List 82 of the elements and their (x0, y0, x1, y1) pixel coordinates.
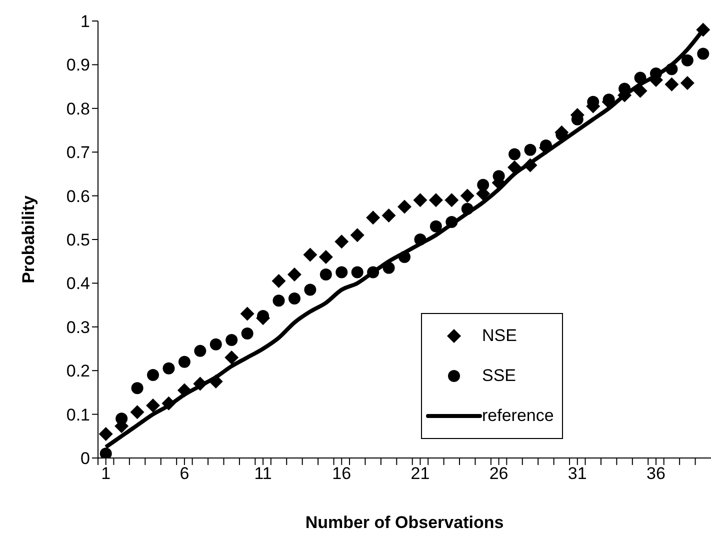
point (224, 350, 239, 364)
y-tick-label: 0.4 (66, 274, 90, 294)
x-axis-title: Number of Observations (305, 513, 504, 532)
x-tick-label: 6 (180, 464, 190, 484)
point (320, 268, 332, 280)
point (210, 338, 222, 350)
y-tick-label: 0.6 (66, 186, 90, 206)
point (116, 412, 128, 425)
point (288, 292, 300, 304)
y-axis-title: Probability (19, 195, 38, 284)
point (414, 234, 426, 246)
y-tick-label: 0.3 (66, 318, 90, 337)
y-tick-label: 0.5 (66, 230, 90, 250)
point (460, 188, 474, 203)
x-tick-label: 11 (254, 464, 272, 484)
point (100, 448, 112, 458)
point (178, 356, 190, 368)
point (162, 362, 175, 374)
point (398, 200, 412, 214)
point (681, 54, 694, 66)
y-tick-label: 1 (80, 12, 90, 32)
point (303, 248, 318, 262)
point (444, 193, 459, 208)
y-tick-label: 0.2 (66, 362, 90, 381)
point (287, 267, 302, 282)
point (697, 48, 710, 60)
point (413, 193, 428, 208)
point (696, 22, 710, 37)
point (193, 376, 208, 391)
x-tick-label: 21 (410, 464, 430, 484)
point (334, 234, 349, 249)
point (666, 63, 678, 76)
y-tick-label: 0.1 (66, 405, 90, 424)
point (382, 262, 395, 274)
point (508, 160, 522, 174)
point (382, 208, 396, 222)
x-tick-label: 36 (646, 464, 666, 484)
point (240, 306, 254, 321)
point (241, 327, 254, 340)
point (634, 72, 646, 84)
legend-label: reference (482, 406, 554, 426)
point (680, 76, 694, 90)
point (398, 250, 410, 263)
legend-label: NSE (482, 326, 517, 346)
point (633, 84, 648, 98)
point (336, 266, 348, 278)
point (194, 344, 206, 357)
point (524, 144, 536, 156)
point (146, 398, 160, 413)
legend-label: SSE (482, 366, 516, 386)
point (318, 250, 333, 264)
y-tick-label: 0.8 (66, 99, 90, 118)
x-tick-label: 1 (101, 464, 111, 484)
point (508, 148, 521, 160)
x-tick-label: 31 (568, 464, 587, 484)
point (272, 274, 286, 288)
point (304, 284, 316, 296)
point (272, 294, 285, 307)
point (130, 405, 144, 420)
point (98, 426, 113, 441)
point (428, 193, 443, 208)
point (351, 266, 364, 278)
point (350, 228, 364, 242)
point (477, 178, 490, 191)
point (177, 383, 192, 398)
y-tick-label: 0.7 (66, 143, 90, 162)
point (664, 77, 679, 92)
point (446, 216, 458, 228)
point (523, 158, 538, 172)
point (162, 396, 176, 410)
point (366, 210, 380, 225)
point (461, 202, 474, 215)
x-tick-label: 26 (489, 464, 508, 484)
point (367, 266, 380, 278)
point (226, 334, 238, 346)
y-tick-label: 0 (80, 449, 90, 468)
point (147, 368, 160, 381)
x-tick-label: 16 (332, 464, 352, 484)
point (208, 374, 223, 389)
y-tick-label: 0.9 (66, 56, 90, 75)
point (430, 220, 442, 232)
point (131, 382, 144, 394)
